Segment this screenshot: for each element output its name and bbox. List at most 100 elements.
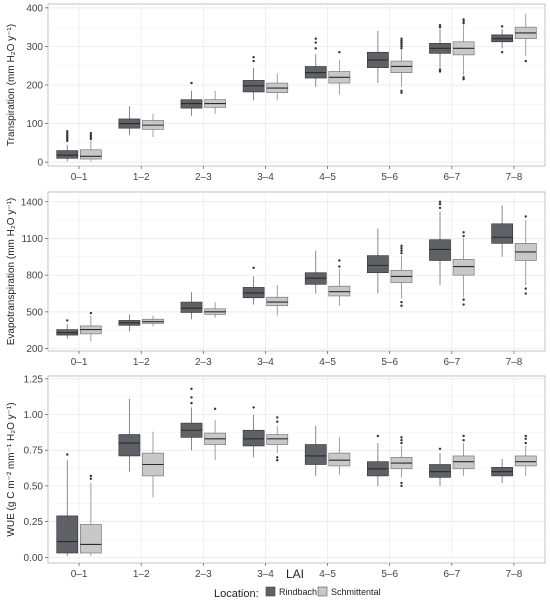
outlier-point: [89, 474, 93, 478]
x-tick-label: 3–4: [257, 357, 274, 368]
outlier-point: [500, 51, 504, 54]
x-tick-label: 7–8: [506, 357, 523, 368]
outlier-point: [524, 434, 527, 438]
outlier-point: [438, 206, 442, 210]
box-iqr: [80, 524, 102, 554]
outlier-point: [400, 481, 403, 485]
x-tick-label: 5–6: [381, 569, 398, 580]
outlier-point: [500, 25, 504, 28]
y-tick-label: 0.25: [24, 517, 44, 528]
box-iqr: [514, 455, 537, 467]
x-tick-label: 4–5: [319, 357, 336, 368]
transpiration-panel: 0 100 200 300 400 0–1 1–2 2–3 3–4 4–5 5–6 6–7 7–8 Tra…: [6, 3, 546, 183]
y-tick-label: 0.75: [24, 446, 44, 457]
outlier-point: [190, 387, 193, 391]
x-tick-label: 2–3: [195, 172, 212, 183]
y-tick-label: 1.00: [24, 410, 44, 421]
outlier-point: [400, 439, 403, 442]
outlier-point: [400, 39, 403, 42]
outlier-point: [400, 47, 403, 50]
box-iqr: [429, 464, 451, 478]
outlier-point: [276, 459, 279, 462]
box-iqr: [56, 515, 79, 554]
evapotranspiration-panel: 200 500 800 1100 1400 0–1 1–2 2–3 3–4 4–5 5–6 6–7 7–…: [6, 191, 546, 368]
x-tick-label: 6–7: [443, 569, 460, 580]
outlier-point: [213, 407, 217, 411]
y-tick-label: 200: [26, 344, 43, 355]
outlier-point: [524, 59, 527, 63]
outlier-point: [89, 133, 93, 137]
outlier-point: [89, 135, 93, 139]
y-tick-label: 1400: [21, 197, 44, 208]
x-tick-label: 3–4: [257, 172, 274, 183]
wue-panel: 0.00 0.25 0.50 0.75 1.00 1.25 0–1 1–2 2–3 3–4 4–5 5…: [6, 374, 546, 580]
outlier-point: [462, 18, 465, 21]
outlier-point: [400, 249, 403, 252]
box-iqr: [180, 301, 203, 313]
box-iqr: [242, 429, 265, 447]
outlier-point: [400, 91, 403, 94]
legend-label-rindbach: Rindbach: [279, 587, 317, 597]
outlier-point: [400, 45, 403, 48]
outlier-point: [66, 453, 69, 456]
x-axis-title: LAI: [286, 567, 304, 581]
x-tick-label: 7–8: [506, 569, 523, 580]
outlier-point: [314, 37, 317, 40]
outlier-point: [190, 396, 193, 399]
y-axis-title: Transpiration (mm H₂O y⁻¹): [6, 24, 17, 146]
outlier-point: [462, 231, 465, 234]
plot-frame: [47, 375, 546, 564]
y-tick-label: 0: [37, 158, 43, 169]
x-tick-label: 4–5: [319, 172, 336, 183]
outlier-point: [66, 133, 69, 137]
outlier-point: [462, 20, 465, 23]
x-tick-label: 3–4: [257, 569, 274, 580]
y-tick-label: 1100: [21, 234, 43, 245]
y-tick-label: 400: [26, 3, 43, 14]
x-tick-label: 6–7: [443, 172, 460, 183]
outlier-point: [524, 441, 527, 445]
outlier-point: [438, 447, 442, 451]
outlier-point: [376, 434, 380, 438]
outlier-point: [89, 132, 93, 135]
y-tick-label: 0.50: [24, 481, 44, 492]
outlier-point: [252, 266, 255, 270]
outlier-point: [524, 215, 527, 218]
outlier-point: [462, 434, 465, 438]
box-iqr: [429, 239, 451, 261]
outlier-point: [524, 437, 527, 441]
outlier-point: [276, 456, 279, 459]
x-tick-label: 2–3: [195, 569, 212, 580]
outlier-point: [66, 137, 69, 141]
outlier-point: [89, 137, 93, 141]
x-tick-label: 6–7: [443, 357, 460, 368]
x-tick-label: 7–8: [506, 172, 523, 183]
outlier-point: [66, 139, 69, 143]
legend-label-schmittental: Schmittental: [331, 587, 381, 597]
outlier-point: [462, 439, 465, 442]
box-iqr: [304, 444, 327, 465]
outlier-point: [66, 135, 69, 139]
outlier-point: [400, 37, 403, 40]
outlier-point: [438, 200, 442, 203]
outlier-point: [252, 56, 255, 59]
x-tick-label: 0–1: [71, 569, 88, 580]
outlier-point: [400, 484, 403, 488]
x-tick-label: 5–6: [381, 357, 398, 368]
box-iqr: [452, 455, 475, 470]
outlier-point: [276, 416, 279, 419]
y-tick-label: 1.25: [24, 374, 44, 385]
x-tick-label: 0–1: [71, 172, 88, 183]
outlier-point: [252, 406, 255, 409]
outlier-point: [66, 132, 69, 135]
outlier-point: [400, 43, 403, 46]
outlier-point: [462, 78, 465, 81]
outlier-point: [462, 22, 465, 25]
y-tick-label: 500: [26, 307, 43, 318]
outlier-point: [524, 287, 527, 290]
outlier-point: [89, 311, 93, 315]
outlier-point: [462, 76, 465, 79]
outlier-point: [438, 24, 442, 27]
x-tick-label: 1–2: [133, 569, 150, 580]
